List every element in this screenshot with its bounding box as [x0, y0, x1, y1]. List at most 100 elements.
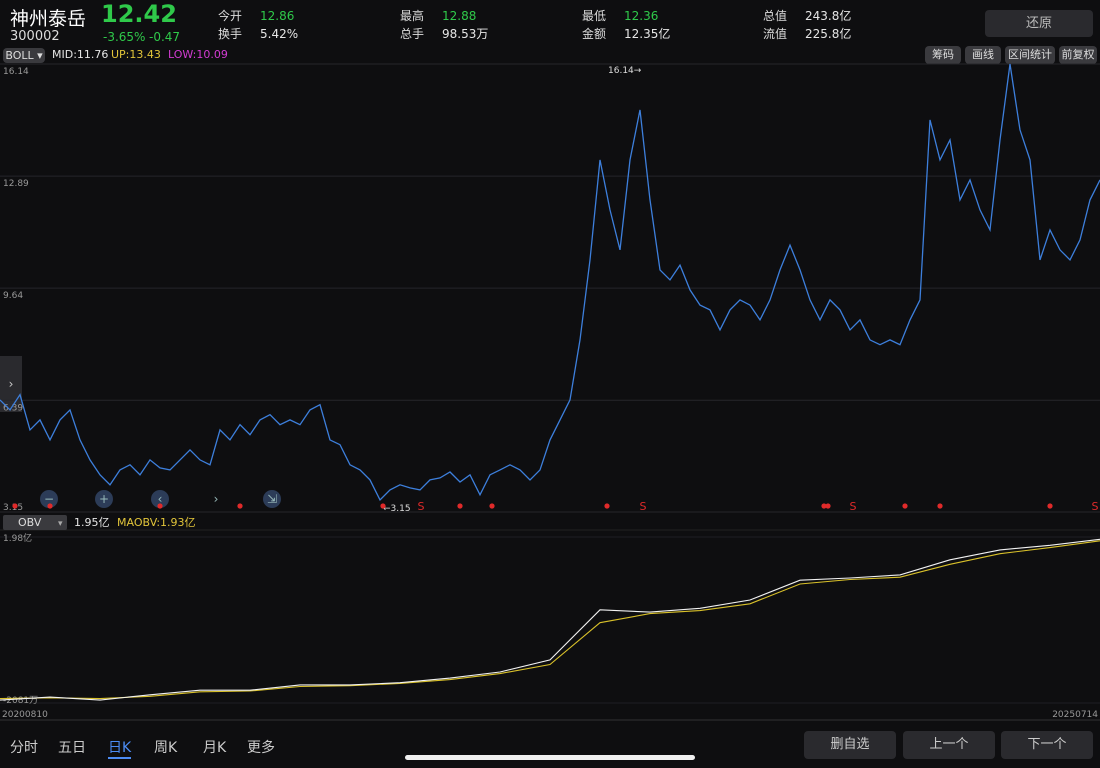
y-tick-label: 6.39 — [3, 403, 23, 413]
period-tab[interactable]: 分时 — [10, 740, 38, 756]
price-line — [0, 538, 1100, 701]
low-label: ←3.15 — [383, 504, 411, 514]
stat-value: 12.35亿 — [624, 27, 671, 41]
stat-value: 12.88 — [442, 9, 477, 23]
period-tab[interactable]: 周K — [154, 740, 178, 756]
bottom-button[interactable]: 上一个 — [903, 731, 995, 759]
signal-label: S — [640, 500, 647, 513]
y-tick-label: -2081万 — [3, 696, 38, 706]
stat-cell: 最高 12.88 — [400, 7, 476, 24]
last-price: 12.42 — [101, 0, 177, 28]
signal-dot — [902, 503, 908, 509]
stock-name: 神州泰岳 — [10, 8, 87, 30]
indicator-name: BOLL — [5, 49, 34, 62]
indicator-select[interactable]: BOLL ▾ — [3, 48, 45, 63]
stat-value: 98.53万 — [442, 27, 489, 41]
tool-button[interactable]: 筹码 — [925, 46, 961, 64]
stat-label: 流值 — [763, 27, 788, 41]
stat-value: 5.42% — [260, 27, 299, 41]
signal-dot — [821, 503, 827, 509]
signal-dot — [47, 503, 53, 509]
change: -0.47 — [149, 30, 181, 44]
stock-code: 300002 — [10, 29, 60, 44]
move-left[interactable] — [151, 490, 169, 508]
period-tab[interactable]: 月K — [203, 740, 227, 756]
period-tab[interactable]: 日K — [108, 737, 132, 759]
glyph: ‹ — [158, 492, 163, 506]
glyph: − — [44, 492, 54, 506]
stat-cell: 流值 225.8亿 — [763, 25, 851, 42]
side-arrow: › — [9, 377, 14, 391]
stat-value: 225.8亿 — [805, 27, 852, 41]
reset-view[interactable] — [263, 490, 281, 508]
bottom-button[interactable]: 下一个 — [1001, 731, 1093, 759]
y-tick-label: 16.14 — [3, 67, 29, 77]
stat-label: 总值 — [763, 9, 788, 23]
bottom-button[interactable]: 删自选 — [804, 731, 896, 759]
signal-dot — [12, 503, 18, 509]
zoom-out[interactable] — [40, 490, 58, 508]
stat-cell: 今开 12.86 — [218, 7, 294, 24]
obv-select[interactable] — [3, 515, 67, 530]
stat-value: 243.8亿 — [805, 9, 852, 23]
stat-cell: 总手 98.53万 — [400, 25, 488, 42]
stat-label: 最高 — [400, 9, 425, 23]
y-tick-label: 3.15 — [3, 503, 23, 513]
glyph: › — [214, 492, 219, 506]
nav-glyphs: − + ‹ › ⇲ — [44, 492, 277, 506]
zoom-in[interactable] — [95, 490, 113, 508]
period-tab[interactable]: 五日 — [58, 740, 86, 756]
stat-cell: 金额 12.35亿 — [582, 25, 670, 42]
signal-dot — [489, 503, 495, 509]
signal-dot — [380, 503, 386, 509]
signal-dot — [237, 503, 243, 509]
stat-label: 换手 — [218, 27, 243, 41]
stat-value: 12.86 — [260, 9, 295, 23]
stat-label: 最低 — [582, 9, 607, 23]
period-tab[interactable]: 更多 — [247, 740, 275, 756]
restore-button[interactable]: 还原 — [985, 10, 1093, 37]
date-label: 20250714 — [1052, 710, 1098, 720]
y-tick-label: 9.64 — [3, 291, 23, 301]
obv-name: OBV — [18, 516, 42, 529]
tool-button[interactable]: 前复权 — [1059, 46, 1097, 64]
glyph: + — [99, 492, 109, 506]
signal-dot — [604, 503, 610, 509]
y-tick-label: 12.89 — [3, 179, 29, 189]
obv-ma: MAOBV:1.93亿 — [117, 516, 196, 529]
stat-label: 金额 — [582, 27, 607, 41]
y-tick-label: 1.98亿 — [3, 532, 32, 544]
stat-cell: 换手 5.42% — [218, 25, 298, 42]
signal-label: S — [850, 500, 857, 513]
signal-dot — [937, 503, 943, 509]
stat-label: 今开 — [218, 9, 243, 23]
stat-value: 12.36 — [624, 9, 659, 23]
signal-label: S — [418, 500, 425, 513]
dropdown-icon: ▾ — [58, 519, 63, 529]
signal-dot — [457, 503, 463, 509]
stat-label: 总手 — [400, 27, 425, 41]
home-indicator — [405, 755, 695, 760]
boll-low: LOW:10.09 — [168, 48, 228, 61]
tool-button[interactable]: 区间统计 — [1005, 46, 1055, 64]
stat-cell: 总值 243.8亿 — [763, 7, 851, 24]
signal-dot — [157, 503, 163, 509]
tool-button[interactable]: 画线 — [965, 46, 1001, 64]
side-handle[interactable] — [0, 356, 22, 412]
signal-dot — [825, 503, 831, 509]
high-label: 16.14→ — [608, 66, 642, 76]
signal-dot — [1047, 503, 1053, 509]
nav-icons — [40, 490, 281, 508]
obv-value: 1.95亿 — [74, 516, 110, 529]
price-line — [0, 540, 1100, 700]
change-pct: -3.65% — [103, 30, 146, 44]
stat-cell: 最低 12.36 — [582, 7, 658, 24]
signal-label: S — [1092, 500, 1099, 513]
date-label: 20200810 — [2, 710, 48, 720]
boll-mid: MID:11.76 — [52, 48, 109, 61]
price-line — [0, 63, 1100, 501]
boll-up: UP:13.43 — [111, 48, 161, 61]
glyph: ⇲ — [267, 492, 277, 506]
